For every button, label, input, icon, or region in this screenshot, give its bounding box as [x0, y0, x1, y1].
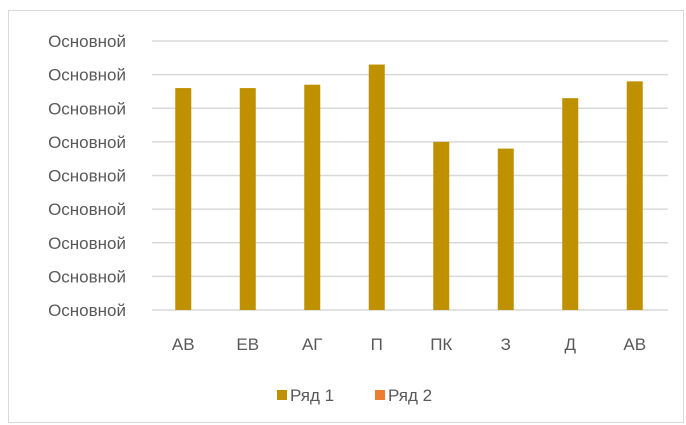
bar-1: [368, 64, 385, 310]
x-tick-label: АВ: [623, 335, 646, 354]
x-tick-label: ЕВ: [236, 335, 259, 354]
bar-1: [304, 84, 321, 311]
y-tick-label: Основной: [48, 167, 126, 186]
y-tick-label: Основной: [48, 99, 126, 118]
x-tick-label: Д: [564, 335, 576, 354]
x-tick-label: АВ: [172, 335, 195, 354]
y-tick-label: Основной: [48, 32, 126, 51]
bar-1: [175, 88, 192, 310]
y-tick-label: Основной: [48, 133, 126, 152]
bar-1: [239, 88, 256, 310]
y-tick-label: Основной: [48, 267, 126, 286]
y-tick-label: Основной: [48, 200, 126, 219]
y-tick-label: Основной: [48, 234, 126, 253]
legend-swatch-2: [375, 390, 385, 400]
bar-1: [562, 98, 579, 310]
legend-label: Ряд 1: [290, 386, 334, 405]
legend-label: Ряд 2: [388, 386, 432, 405]
x-tick-label: АГ: [302, 335, 323, 354]
x-tick-label: ПК: [430, 335, 452, 354]
x-tick-label: П: [371, 335, 383, 354]
legend-swatch-1: [277, 390, 287, 400]
y-tick-label: Основной: [48, 301, 126, 320]
bar-1: [497, 148, 514, 310]
bar-1: [433, 141, 450, 310]
x-tick-label: З: [501, 335, 511, 354]
y-tick-label: Основной: [48, 66, 126, 85]
bar-1: [626, 81, 643, 310]
